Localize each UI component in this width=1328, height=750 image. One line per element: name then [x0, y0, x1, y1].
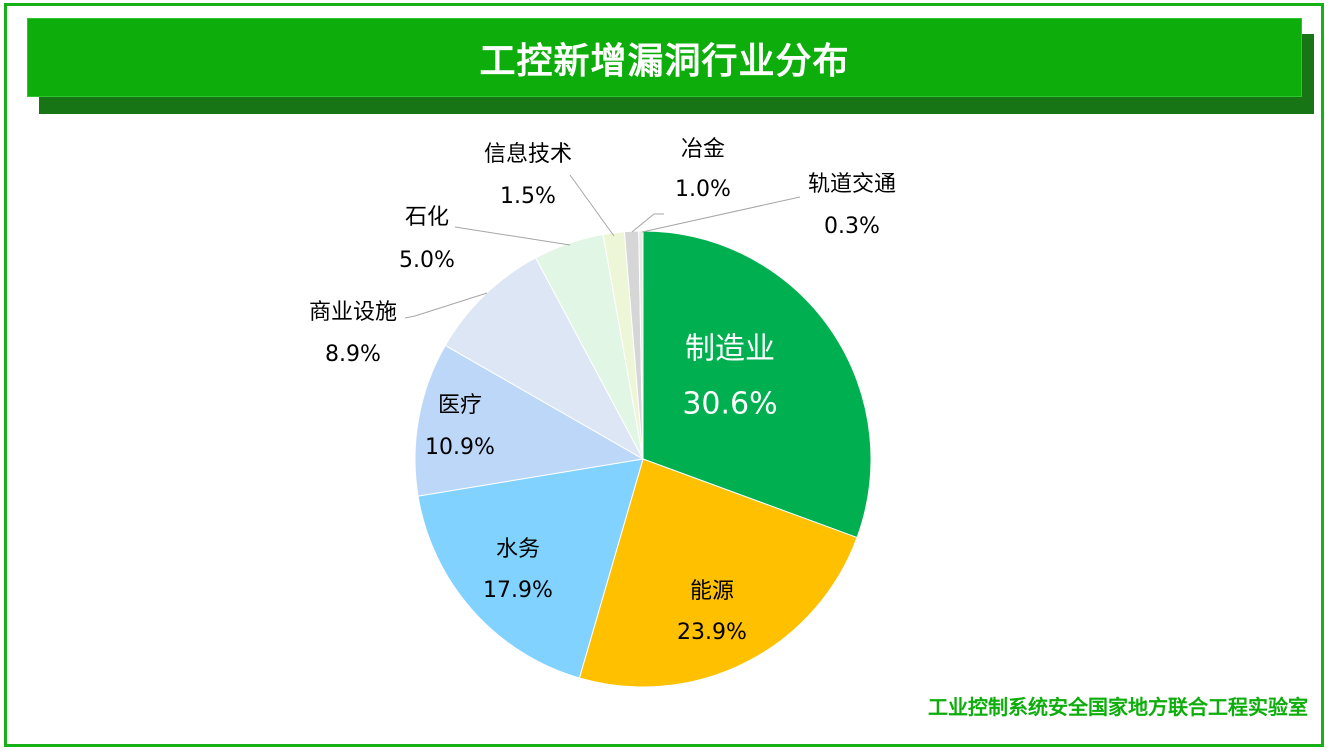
slice-label-1: 能源 — [690, 579, 734, 604]
slice-value-7: 1.0% — [675, 177, 731, 202]
slice-value-0: 30.6% — [682, 387, 777, 422]
slice-value-5: 5.0% — [399, 248, 455, 273]
pie-slice-1 — [578, 458, 858, 688]
slice-value-8: 0.3% — [824, 214, 880, 239]
slice-value-6: 1.5% — [500, 184, 556, 209]
pie-slice-8 — [638, 230, 644, 460]
pie-slice-0 — [642, 230, 872, 539]
slice-label-7: 冶金 — [681, 137, 725, 162]
footer-credit: 工业控制系统安全国家地方联合工程实验室 — [928, 695, 1308, 719]
leader-line-4 — [404, 292, 488, 319]
slice-value-1: 23.9% — [677, 620, 747, 645]
leader-line-8 — [641, 196, 801, 233]
outer-frame — [4, 3, 1324, 747]
slice-label-3: 医疗 — [438, 393, 482, 418]
slice-value-4: 8.9% — [325, 342, 381, 367]
pie-slice-4 — [444, 257, 645, 461]
pie-slice-2 — [417, 458, 644, 679]
slice-value-3: 10.9% — [425, 435, 495, 460]
slice-label-6: 信息技术 — [484, 142, 572, 167]
leader-line-7 — [631, 213, 664, 233]
pie-slice-3 — [414, 344, 645, 497]
slice-label-0: 制造业 — [685, 332, 775, 367]
slice-value-2: 17.9% — [483, 578, 553, 603]
leader-line-5 — [454, 226, 571, 246]
slice-label-2: 水务 — [496, 537, 540, 562]
title-banner: 工控新增漏洞行业分布 — [27, 18, 1302, 97]
leader-line-6 — [569, 174, 615, 237]
chart-title: 工控新增漏洞行业分布 — [479, 40, 850, 82]
slice-label-8: 轨道交通 — [808, 172, 896, 197]
slice-label-5: 石化 — [405, 205, 449, 230]
slice-label-4: 商业设施 — [309, 300, 397, 325]
